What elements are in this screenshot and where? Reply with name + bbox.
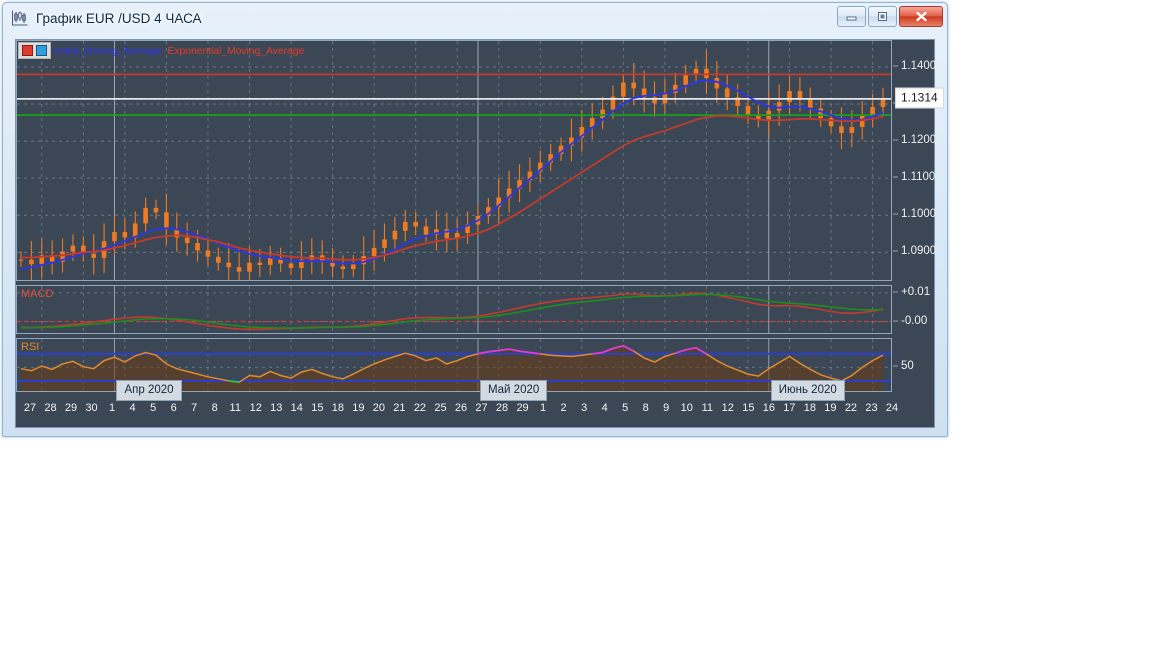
date-axis-label: 2 [560, 402, 567, 414]
window-controls [837, 6, 943, 27]
close-button[interactable] [899, 6, 943, 27]
price-axis-label: 1.1100 [901, 171, 936, 184]
date-axis-label: 1 [109, 402, 116, 414]
chart-canvas[interactable]: ential_Moving_Average Exponential_Moving… [15, 39, 943, 428]
date-axis-label: 22 [413, 402, 427, 414]
date-axis-label: 3 [581, 402, 588, 414]
date-axis-label: 1 [540, 402, 547, 414]
minimize-icon [846, 16, 857, 21]
date-axis-label: 9 [663, 402, 670, 414]
date-axis-label: 6 [170, 402, 177, 414]
date-axis-label: 15 [311, 402, 324, 414]
date-axis-label: 21 [393, 402, 406, 414]
date-axis-label: 4 [129, 402, 136, 414]
macd-axis-label: +0.01 [901, 285, 931, 298]
macd-axis[interactable]: +0.01 -0.00 [893, 285, 936, 334]
date-axis-label: 18 [331, 402, 344, 414]
price-axis-label: 1.1400 [901, 59, 937, 72]
maximize-icon [878, 12, 887, 21]
month-marker: Апр 2020 [116, 380, 182, 401]
maximize-button[interactable] [868, 6, 897, 27]
date-axis-label: 30 [85, 402, 98, 414]
date-axis-label: 15 [742, 402, 755, 414]
close-icon [915, 11, 927, 22]
date-axis-label: 13 [270, 402, 283, 414]
price-axis-label: 1.1000 [901, 208, 937, 221]
date-axis-label: 28 [495, 402, 509, 414]
macd-axis-label: -0.00 [901, 314, 928, 327]
chart-window: График EUR /USD 4 ЧАСА [2, 2, 948, 437]
date-axis-label: 26 [454, 402, 468, 414]
date-axis-label: 16 [762, 402, 775, 414]
date-axis-label: 12 [249, 402, 262, 414]
date-axis-label: 8 [642, 402, 649, 414]
date-axis-label: 28 [44, 402, 57, 414]
date-axis-label: 19 [824, 402, 837, 414]
date-axis-label: 5 [150, 402, 157, 414]
date-axis-label: 27 [475, 402, 488, 414]
window-titlebar[interactable]: График EUR /USD 4 ЧАСА [3, 3, 947, 33]
date-axis[interactable]: 27 28 29 30 1 4 5 6 7 8 11 12 13 14 15 18 19 20 21 22 25 26 27… [16, 393, 898, 427]
current-price-tag: 1.1314 [896, 88, 943, 108]
price-axis[interactable]: 1.14001.13001.12001.11001.10001.09001.13… [893, 40, 943, 281]
date-axis-label: 14 [290, 402, 303, 414]
macd-plot [17, 286, 891, 333]
date-axis-label: 22 [844, 402, 858, 414]
date-axis-label: 5 [622, 402, 629, 414]
month-marker: Май 2020 [479, 380, 548, 401]
date-axis-label: 29 [516, 402, 529, 414]
minimize-button[interactable] [837, 6, 866, 27]
macd-panel[interactable]: MACD [16, 285, 892, 334]
date-axis-label: 20 [372, 402, 386, 414]
date-axis-label: 23 [865, 402, 878, 414]
price-plot [17, 41, 891, 280]
price-axis-label: 1.1200 [901, 134, 937, 147]
date-axis-label: 19 [352, 402, 365, 414]
rsi-axis-label: 50 [901, 360, 914, 373]
date-axis-label: 8 [211, 402, 218, 414]
date-axis-label: 11 [229, 402, 241, 414]
date-axis-label: 17 [783, 402, 796, 414]
rsi-label: RSI [21, 341, 40, 353]
date-axis-label: 11 [701, 402, 713, 414]
month-marker: Июнь 2020 [770, 380, 845, 401]
price-axis-label: 1.0900 [901, 245, 937, 258]
date-axis-label: 18 [803, 402, 817, 414]
macd-label: MACD [21, 288, 54, 300]
window-title: График EUR /USD 4 ЧАСА [36, 10, 202, 26]
date-axis-label: 24 [885, 402, 899, 414]
rsi-axis[interactable]: 50 [893, 338, 936, 392]
candlestick-chart-icon [12, 10, 28, 26]
date-axis-label: 25 [434, 402, 447, 414]
date-axis-label: 4 [601, 402, 608, 414]
price-panel[interactable] [16, 40, 892, 281]
date-axis-label: 7 [191, 402, 198, 414]
date-axis-label: 29 [64, 402, 78, 414]
date-axis-label: 10 [680, 402, 693, 414]
date-axis-label: 12 [721, 402, 734, 414]
date-axis-label: 27 [23, 402, 37, 414]
